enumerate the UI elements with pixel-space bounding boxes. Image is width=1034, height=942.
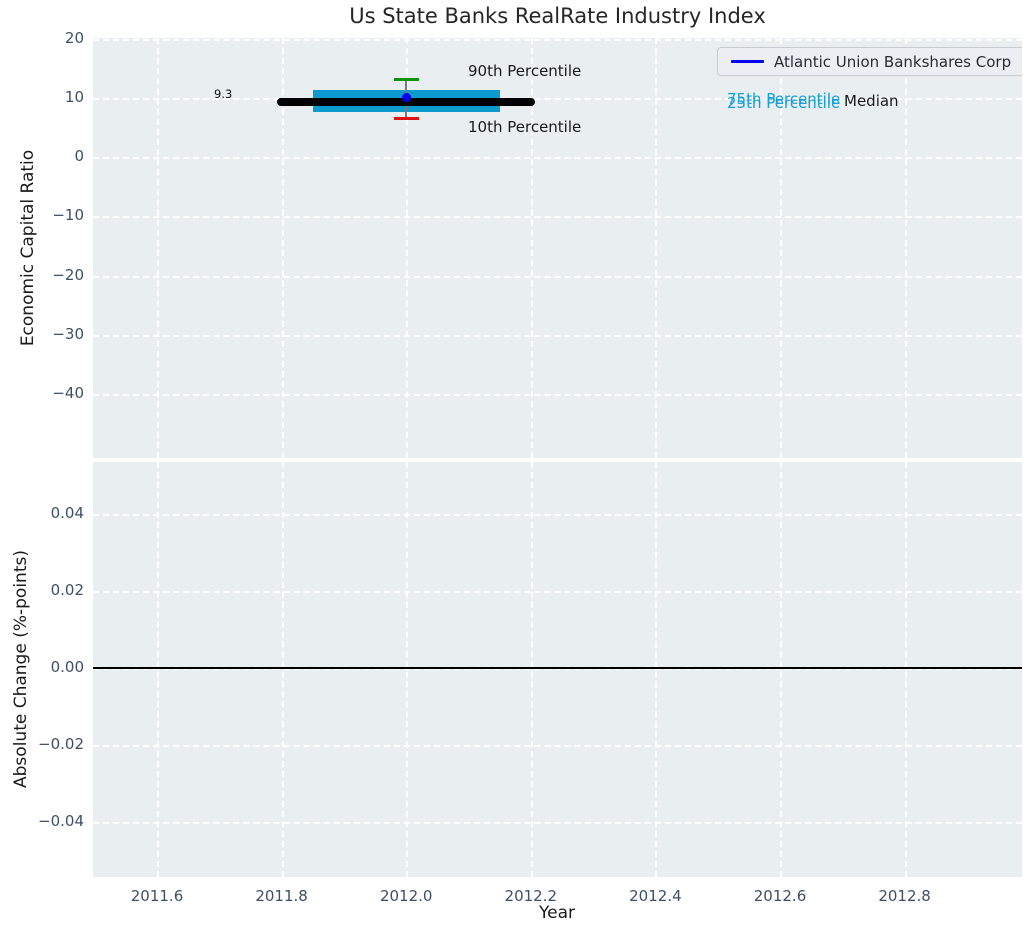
zero-reference-line <box>93 666 1022 669</box>
p10-annotation: 10th Percentile <box>468 118 582 136</box>
bottom-y-tick-label: 0.04 <box>50 503 84 522</box>
gridline-vertical <box>530 38 533 458</box>
p90-annotation: 90th Percentile <box>468 62 582 80</box>
gridline-horizontal <box>93 38 1022 41</box>
bottom-y-tick-label: 0.00 <box>50 657 84 676</box>
gridline-horizontal <box>93 513 1022 516</box>
gridline-vertical <box>281 462 284 877</box>
gridline-vertical <box>157 462 159 877</box>
gridline-horizontal <box>93 590 1022 593</box>
gridline-vertical <box>655 38 658 458</box>
top-y-tick-label: −20 <box>52 265 84 284</box>
median-value-annotation: 9.3 <box>214 87 233 101</box>
bottom-y-tick-label: −0.02 <box>38 734 84 753</box>
gridline-vertical <box>406 38 409 458</box>
median-annotation: Median <box>844 92 899 110</box>
bottom-plot-area <box>93 462 1022 877</box>
gridline-horizontal <box>93 821 1022 824</box>
x-tick-label: 2012.6 <box>753 887 807 905</box>
gridline-horizontal <box>93 744 1022 747</box>
x-tick-label: 2012.0 <box>379 887 433 905</box>
top-y-tick-label: 0 <box>74 147 84 166</box>
legend: Atlantic Union Bankshares Corp <box>717 47 1022 76</box>
p10-cap <box>393 117 419 121</box>
legend-series-label: Atlantic Union Bankshares Corp <box>774 52 1012 71</box>
gridline-horizontal <box>93 98 1022 100</box>
gridline-vertical <box>904 38 907 458</box>
gridline-horizontal <box>93 275 1022 278</box>
gridline-vertical <box>780 38 782 458</box>
x-axis-label: Year <box>539 903 575 923</box>
top-y-tick-label: −30 <box>52 324 84 343</box>
gridline-horizontal <box>93 334 1022 337</box>
top-y-tick-label: −10 <box>52 206 84 225</box>
company-point-marker <box>401 92 411 102</box>
median-line <box>277 98 536 107</box>
x-tick-label: 2012.2 <box>504 887 558 905</box>
gridline-horizontal <box>93 216 1022 219</box>
p25-annotation: 25th Percentile <box>727 94 841 112</box>
chart-title: Us State Banks RealRate Industry Index <box>349 4 766 28</box>
bottom-y-tick-label: 0.02 <box>50 580 84 599</box>
x-tick-label: 2012.8 <box>878 887 931 905</box>
gridline-horizontal <box>93 394 1022 396</box>
gridline-vertical <box>281 38 284 458</box>
top-y-tick-label: 20 <box>64 28 84 47</box>
top-y-axis-label: Economic Capital Ratio <box>18 149 38 347</box>
legend-line-swatch <box>731 60 764 63</box>
p90-cap <box>393 77 419 81</box>
gridline-vertical <box>157 38 159 458</box>
gridline-vertical <box>904 462 907 877</box>
gridline-horizontal <box>93 667 1022 670</box>
gridline-vertical <box>406 462 409 877</box>
gridline-vertical <box>655 462 658 877</box>
gridline-vertical <box>780 462 782 877</box>
top-plot-area: 9.3 90th Percentile 10th Percentile 75th… <box>93 38 1022 458</box>
gridline-vertical <box>530 462 533 877</box>
p75-annotation: 75th Percentile <box>727 90 841 108</box>
x-tick-label: 2012.4 <box>629 887 682 905</box>
x-tick-label: 2011.8 <box>255 887 308 905</box>
bottom-y-tick-label: −0.04 <box>38 811 84 830</box>
gridline-horizontal <box>93 157 1022 160</box>
top-y-tick-label: −40 <box>52 384 84 402</box>
top-y-tick-label: 10 <box>64 88 84 106</box>
x-tick-label: 2011.6 <box>130 887 184 905</box>
